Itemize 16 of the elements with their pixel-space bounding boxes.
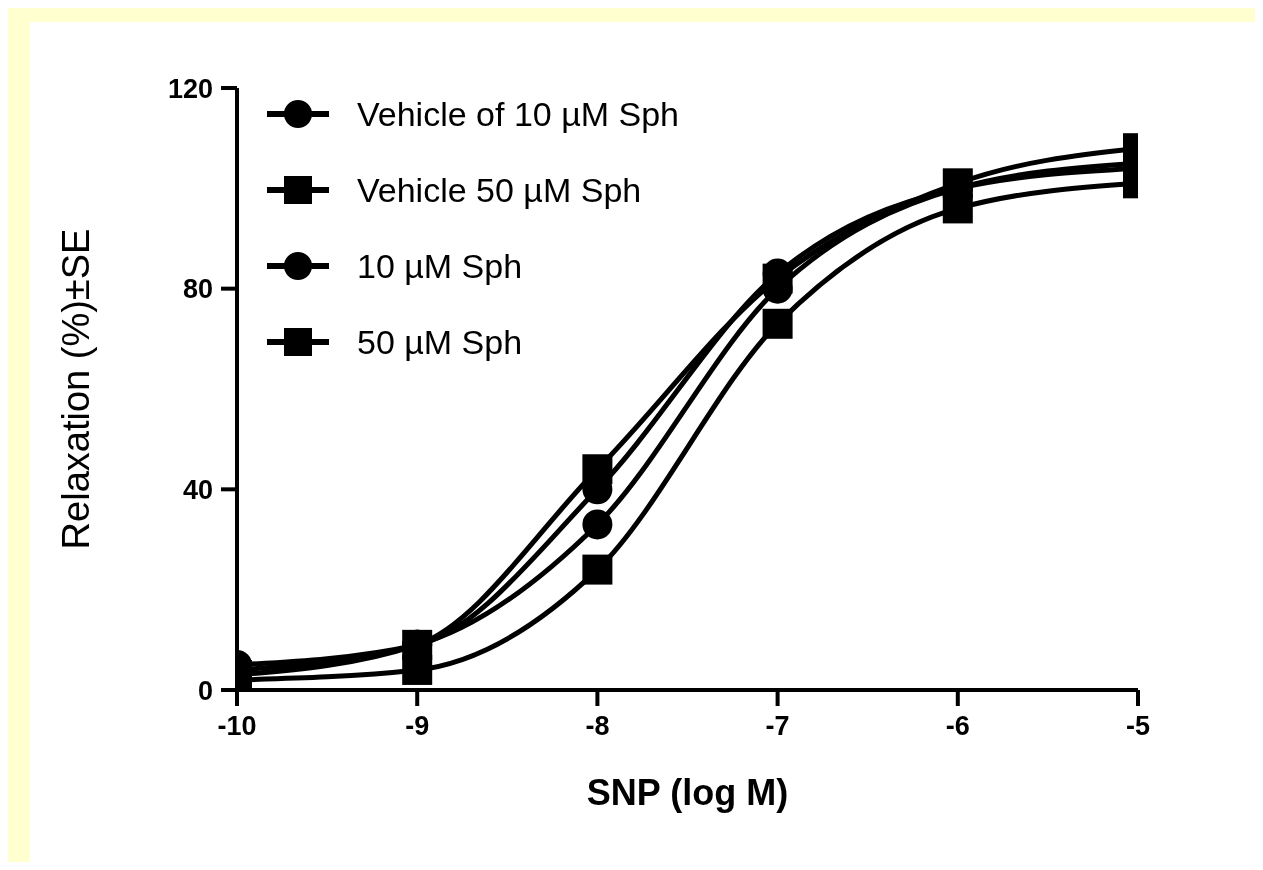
x-tick-label: -8 — [585, 711, 610, 742]
legend-label: Vehicle of 10 µM Sph — [357, 94, 680, 134]
y-tick-label: 40 — [182, 474, 213, 505]
x-tick-label: -7 — [765, 711, 790, 742]
x-tick-label: -6 — [945, 711, 970, 742]
y-tick-label: 0 — [197, 675, 213, 706]
legend-label: Vehicle 50 µM Sph — [357, 170, 642, 210]
y-axis-title: Relaxation (%)±SE — [55, 228, 98, 550]
x-tick-label: -5 — [1125, 711, 1151, 742]
legend-label: 10 µM Sph — [357, 246, 523, 286]
legend-label: 50 µM Sph — [357, 322, 523, 362]
x-tick-label: -10 — [217, 711, 257, 742]
x-tick-label: -9 — [405, 711, 430, 742]
y-tick-label: 120 — [167, 73, 213, 104]
x-axis-title: SNP (log M) — [586, 772, 789, 813]
y-tick-label: 80 — [182, 274, 213, 305]
